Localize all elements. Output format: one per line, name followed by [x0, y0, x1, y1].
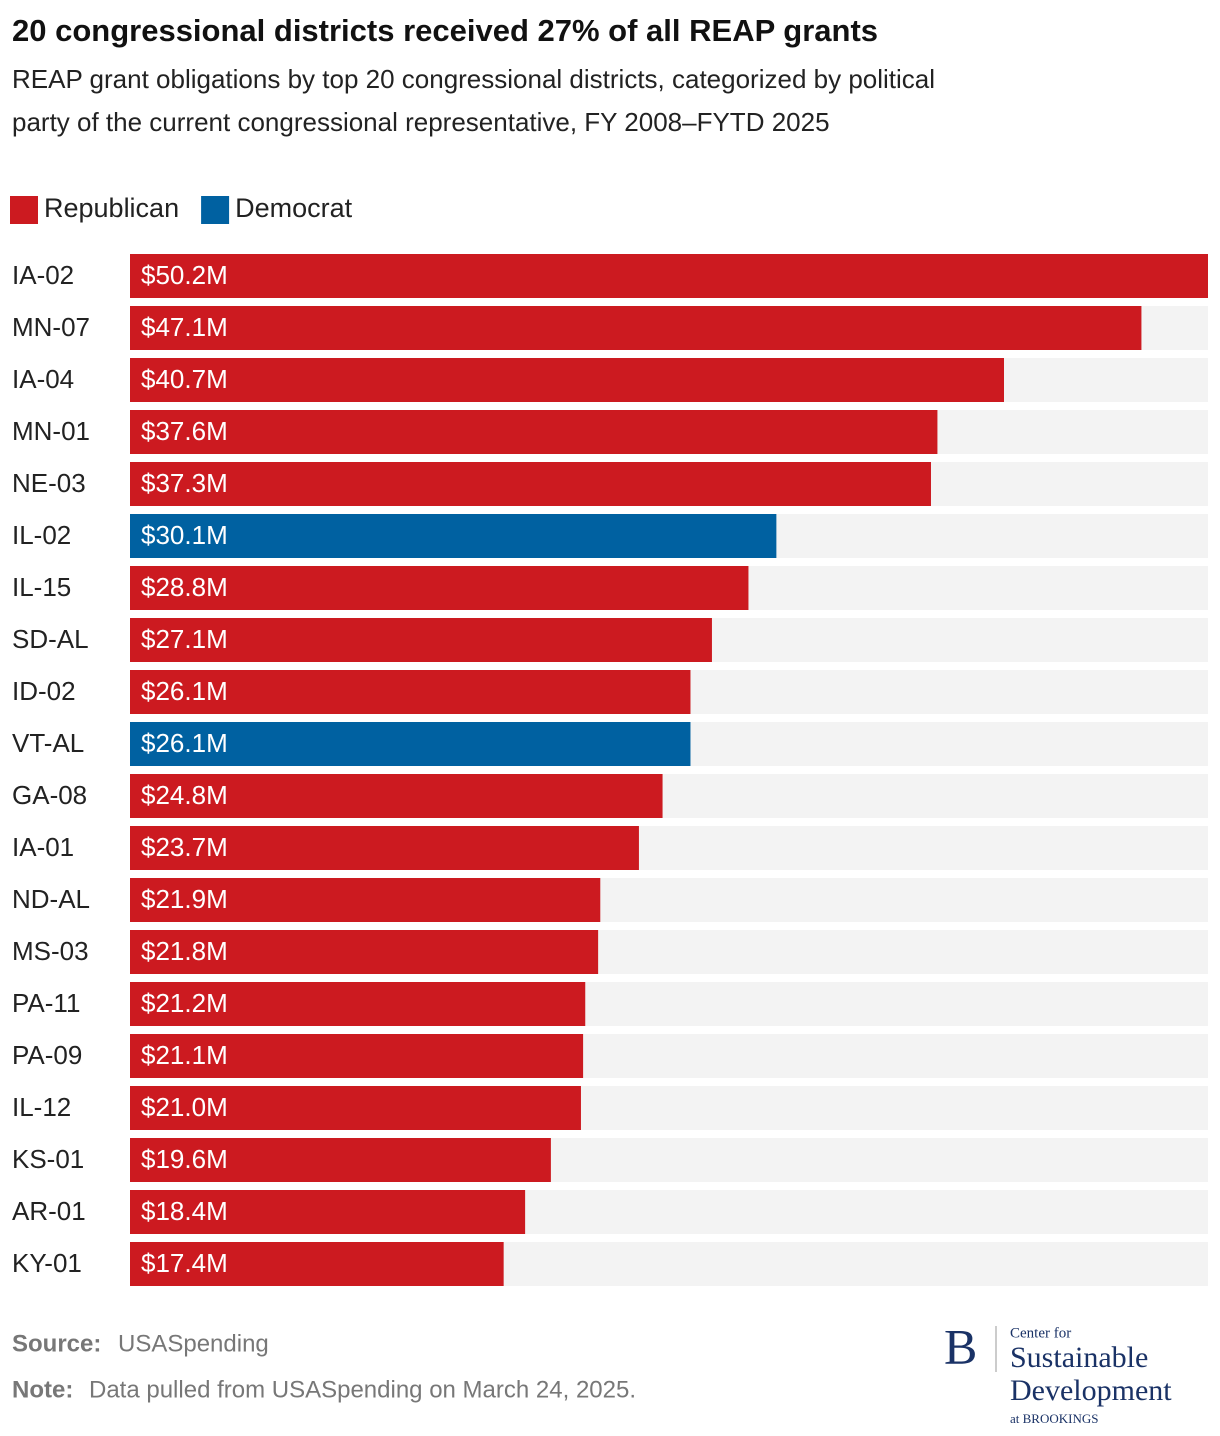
y-tick-label: SD-AL — [12, 624, 89, 654]
bar — [130, 462, 931, 506]
bar — [130, 878, 601, 922]
chart-subtitle: REAP grant obligations by top 20 congres… — [12, 64, 935, 94]
y-tick-label: PA-11 — [12, 988, 80, 1018]
bar — [130, 306, 1142, 350]
logo-mark: B — [944, 1318, 977, 1374]
chart-title: 20 congressional districts received 27% … — [12, 13, 878, 48]
chart-subtitle: party of the current congressional repre… — [12, 107, 830, 137]
y-tick-label: IL-12 — [12, 1092, 71, 1122]
value-label: $23.7M — [141, 832, 228, 862]
legend-swatch — [10, 196, 38, 224]
y-tick-label: IA-04 — [12, 364, 74, 394]
y-tick-label: ID-02 — [12, 676, 76, 706]
y-tick-label: IL-02 — [12, 520, 71, 550]
bar — [130, 254, 1208, 298]
value-label: $28.8M — [141, 572, 228, 602]
y-tick-label: MS-03 — [12, 936, 89, 966]
bar — [130, 722, 691, 766]
logo-text: Sustainable — [1010, 1341, 1148, 1374]
legend-label: Democrat — [235, 193, 353, 223]
y-tick-label: IL-15 — [12, 572, 71, 602]
value-label: $19.6M — [141, 1144, 228, 1174]
y-tick-label: IA-01 — [12, 832, 74, 862]
y-tick-label: KS-01 — [12, 1144, 84, 1174]
y-tick-label: NE-03 — [12, 468, 86, 498]
bar — [130, 1190, 526, 1234]
value-label: $26.1M — [141, 728, 228, 758]
note-label: Note: — [12, 1376, 73, 1403]
y-tick-label: PA-09 — [12, 1040, 82, 1070]
value-label: $30.1M — [141, 520, 228, 550]
bar — [130, 670, 691, 714]
bar — [130, 826, 639, 870]
bar — [130, 410, 938, 454]
y-tick-label: MN-07 — [12, 312, 90, 342]
legend-label: Republican — [44, 193, 179, 223]
value-label: $26.1M — [141, 676, 228, 706]
y-tick-label: IA-02 — [12, 260, 74, 290]
logo-text: Development — [1010, 1374, 1172, 1407]
source-label: Source: — [12, 1330, 101, 1357]
value-label: $21.0M — [141, 1092, 228, 1122]
value-label: $50.2M — [141, 260, 228, 290]
value-label: $47.1M — [141, 312, 228, 342]
bar — [130, 514, 777, 558]
y-tick-label: AR-01 — [12, 1196, 86, 1226]
bar — [130, 358, 1004, 402]
value-label: $37.6M — [141, 416, 228, 446]
bar — [130, 1086, 581, 1130]
y-tick-label: VT-AL — [12, 728, 84, 758]
value-label: $21.1M — [141, 1040, 228, 1070]
value-label: $21.2M — [141, 988, 228, 1018]
bar — [130, 1138, 551, 1182]
source: USASpending — [118, 1330, 269, 1357]
bar — [130, 930, 599, 974]
value-label: $17.4M — [141, 1248, 228, 1278]
bar — [130, 1034, 584, 1078]
logo-text: Center for — [1010, 1325, 1071, 1341]
note: Data pulled from USASpending on March 24… — [89, 1376, 636, 1403]
value-label: $24.8M — [141, 780, 228, 810]
y-tick-label: GA-08 — [12, 780, 87, 810]
y-tick-label: KY-01 — [12, 1248, 82, 1278]
bar — [130, 618, 712, 662]
y-tick-label: ND-AL — [12, 884, 90, 914]
value-label: $27.1M — [141, 624, 228, 654]
legend-swatch — [201, 196, 230, 224]
value-label: $37.3M — [141, 468, 228, 498]
value-label: $40.7M — [141, 364, 228, 394]
value-label: $21.9M — [141, 884, 228, 914]
bar — [130, 982, 586, 1026]
value-label: $18.4M — [141, 1196, 228, 1226]
bar — [130, 1242, 504, 1286]
y-tick-label: MN-01 — [12, 416, 90, 446]
logo-text: at BROOKINGS — [1010, 1411, 1098, 1426]
bar — [130, 774, 663, 818]
bar — [130, 566, 749, 610]
value-label: $21.8M — [141, 936, 228, 966]
